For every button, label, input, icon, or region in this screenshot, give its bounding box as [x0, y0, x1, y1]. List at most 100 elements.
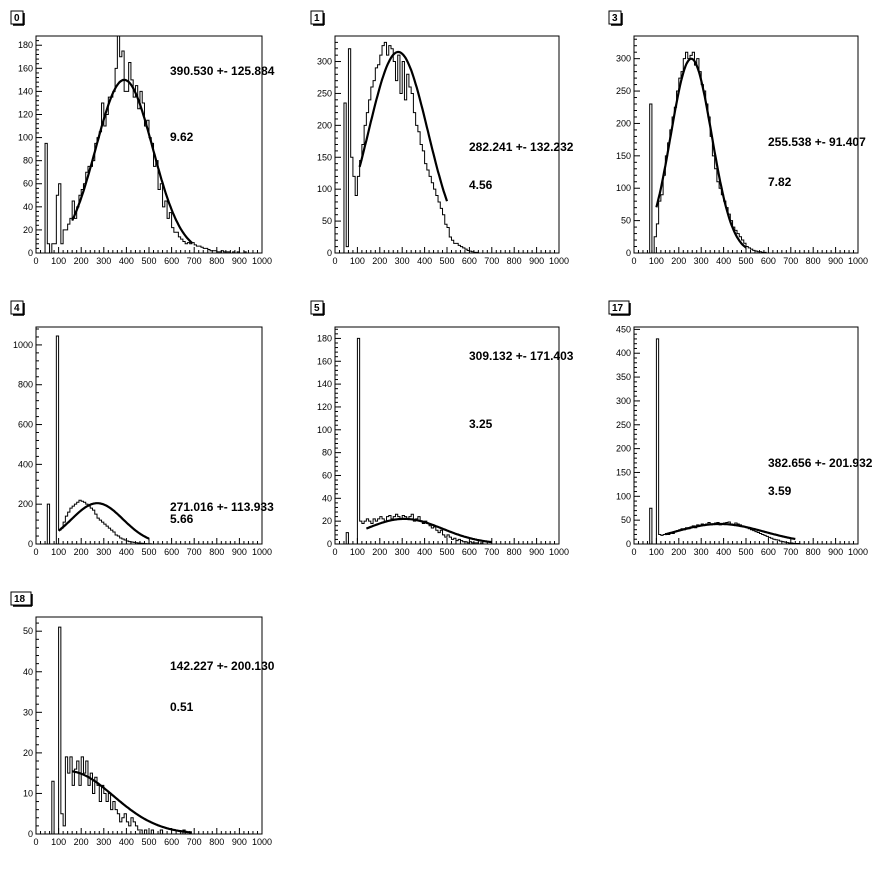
- x-tick-label: 200: [74, 547, 89, 557]
- panel-label-box: [10, 591, 32, 606]
- y-tick-label: 120: [317, 402, 332, 412]
- x-tick-label: 300: [395, 547, 410, 557]
- panel-label: 5: [314, 303, 320, 314]
- x-tick-label: 900: [232, 837, 247, 847]
- y-tick-label: 0: [626, 248, 631, 258]
- y-tick-label: 10: [23, 788, 33, 798]
- y-tick-label: 80: [23, 156, 33, 166]
- y-tick-label: 300: [616, 396, 631, 406]
- panel-label: 0: [14, 13, 20, 24]
- x-tick-label: 900: [529, 547, 544, 557]
- x-tick-label: 100: [51, 837, 66, 847]
- x-tick-label: 300: [96, 256, 111, 266]
- x-tick-label: 600: [164, 256, 179, 266]
- histogram-panel-17: 0 100 200 300 400 500 600 700 800 900 1000 0 50 100 15…: [608, 300, 873, 557]
- panel-label: 18: [14, 594, 26, 605]
- x-tick-label: 900: [232, 547, 247, 557]
- y-tick-label: 800: [18, 380, 33, 390]
- chi2-text: 9.62: [170, 130, 194, 144]
- x-tick-label: 100: [350, 256, 365, 266]
- y-tick-label: 150: [616, 467, 631, 477]
- y-tick-label: 200: [616, 444, 631, 454]
- histogram-bins: [642, 338, 858, 545]
- x-tick-label: 800: [806, 547, 821, 557]
- fit-result-text: 390.530 +- 125.884: [170, 64, 275, 78]
- x-tick-label: 1000: [549, 256, 569, 266]
- y-tick-label: 40: [23, 667, 33, 677]
- x-tick-label: 1000: [252, 256, 272, 266]
- histogram-panel-1: 0 100 200 300 400 500 600 700 800 900 1000 0 50 100 15…: [310, 10, 574, 266]
- x-tick-label: 1000: [252, 547, 272, 557]
- y-tick-label: 300: [616, 54, 631, 64]
- x-tick-label: 0: [33, 837, 38, 847]
- x-tick-label: 900: [529, 256, 544, 266]
- gaussian-fit-curve: [365, 517, 492, 544]
- y-tick-label: 50: [621, 515, 631, 525]
- x-tick-label: 300: [694, 547, 709, 557]
- y-tick-label: 450: [616, 324, 631, 334]
- x-tick-label: 500: [141, 547, 156, 557]
- chi2-text: 5.66: [170, 512, 194, 526]
- chi2-text: 7.82: [768, 175, 792, 189]
- x-tick-label: 400: [119, 256, 134, 266]
- x-tick-label: 500: [738, 547, 753, 557]
- y-tick-label: 20: [322, 516, 332, 526]
- chi2-text: 4.56: [469, 178, 493, 192]
- gaussian-fit-curve: [57, 502, 150, 540]
- x-tick-label: 400: [119, 547, 134, 557]
- fit-result-text: 309.132 +- 171.403: [469, 349, 574, 363]
- fit-result-text: 255.538 +- 91.407: [768, 135, 866, 149]
- x-tick-label: 100: [649, 256, 664, 266]
- histogram-panel-5: 0 100 200 300 400 500 600 700 800 900 1000 0 20 40 60 8…: [310, 300, 574, 557]
- x-tick-label: 800: [806, 256, 821, 266]
- y-tick-label: 250: [616, 86, 631, 96]
- histogram-bins: [44, 35, 262, 254]
- fit-result-text: 142.227 +- 200.130: [170, 659, 275, 673]
- x-tick-label: 1000: [848, 547, 868, 557]
- fit-result-text: 271.016 +- 113.933: [170, 500, 274, 514]
- histogram-bins: [642, 51, 858, 254]
- x-tick-label: 300: [96, 547, 111, 557]
- x-tick-label: 400: [417, 547, 432, 557]
- x-tick-label: 600: [164, 547, 179, 557]
- x-tick-label: 0: [332, 256, 337, 266]
- x-tick-label: 100: [51, 256, 66, 266]
- x-tick-label: 900: [828, 547, 843, 557]
- y-tick-label: 140: [18, 86, 33, 96]
- y-tick-label: 200: [18, 499, 33, 509]
- y-tick-label: 50: [621, 216, 631, 226]
- x-tick-label: 300: [96, 837, 111, 847]
- y-tick-label: 160: [18, 63, 33, 73]
- histogram-panel-3: 0 100 200 300 400 500 600 700 800 900 1000 0 50 100 15…: [608, 10, 868, 266]
- x-tick-label: 400: [417, 256, 432, 266]
- x-tick-label: 900: [828, 256, 843, 266]
- x-tick-label: 400: [716, 547, 731, 557]
- x-tick-label: 600: [462, 547, 477, 557]
- y-tick-label: 40: [322, 493, 332, 503]
- x-tick-label: 0: [33, 547, 38, 557]
- x-tick-label: 800: [209, 547, 224, 557]
- x-tick-label: 600: [761, 256, 776, 266]
- y-tick-label: 0: [327, 539, 332, 549]
- y-tick-label: 100: [616, 491, 631, 501]
- x-tick-label: 100: [649, 547, 664, 557]
- chi2-text: 3.59: [768, 484, 792, 498]
- y-tick-label: 150: [317, 152, 332, 162]
- y-tick-label: 20: [23, 225, 33, 235]
- histogram-panel-4: 0 100 200 300 400 500 600 700 800 900 1000 0 200 400 6…: [10, 300, 274, 557]
- histogram-panel-0: 0 100 200 300 400 500 600 700 800 900 100002040608…: [10, 10, 275, 266]
- y-tick-label: 600: [18, 420, 33, 430]
- y-tick-label: 180: [18, 40, 33, 50]
- x-tick-label: 800: [507, 547, 522, 557]
- y-tick-label: 50: [23, 626, 33, 636]
- chi2-text: 0.51: [170, 700, 194, 714]
- gaussian-fit-curve: [358, 50, 449, 202]
- x-tick-label: 500: [141, 256, 156, 266]
- panel-label-box: [310, 300, 324, 315]
- y-tick-label: 100: [616, 183, 631, 193]
- x-tick-label: 700: [484, 256, 499, 266]
- y-tick-label: 300: [317, 57, 332, 67]
- x-tick-label: 100: [350, 547, 365, 557]
- x-tick-label: 0: [332, 547, 337, 557]
- y-tick-label: 0: [626, 539, 631, 549]
